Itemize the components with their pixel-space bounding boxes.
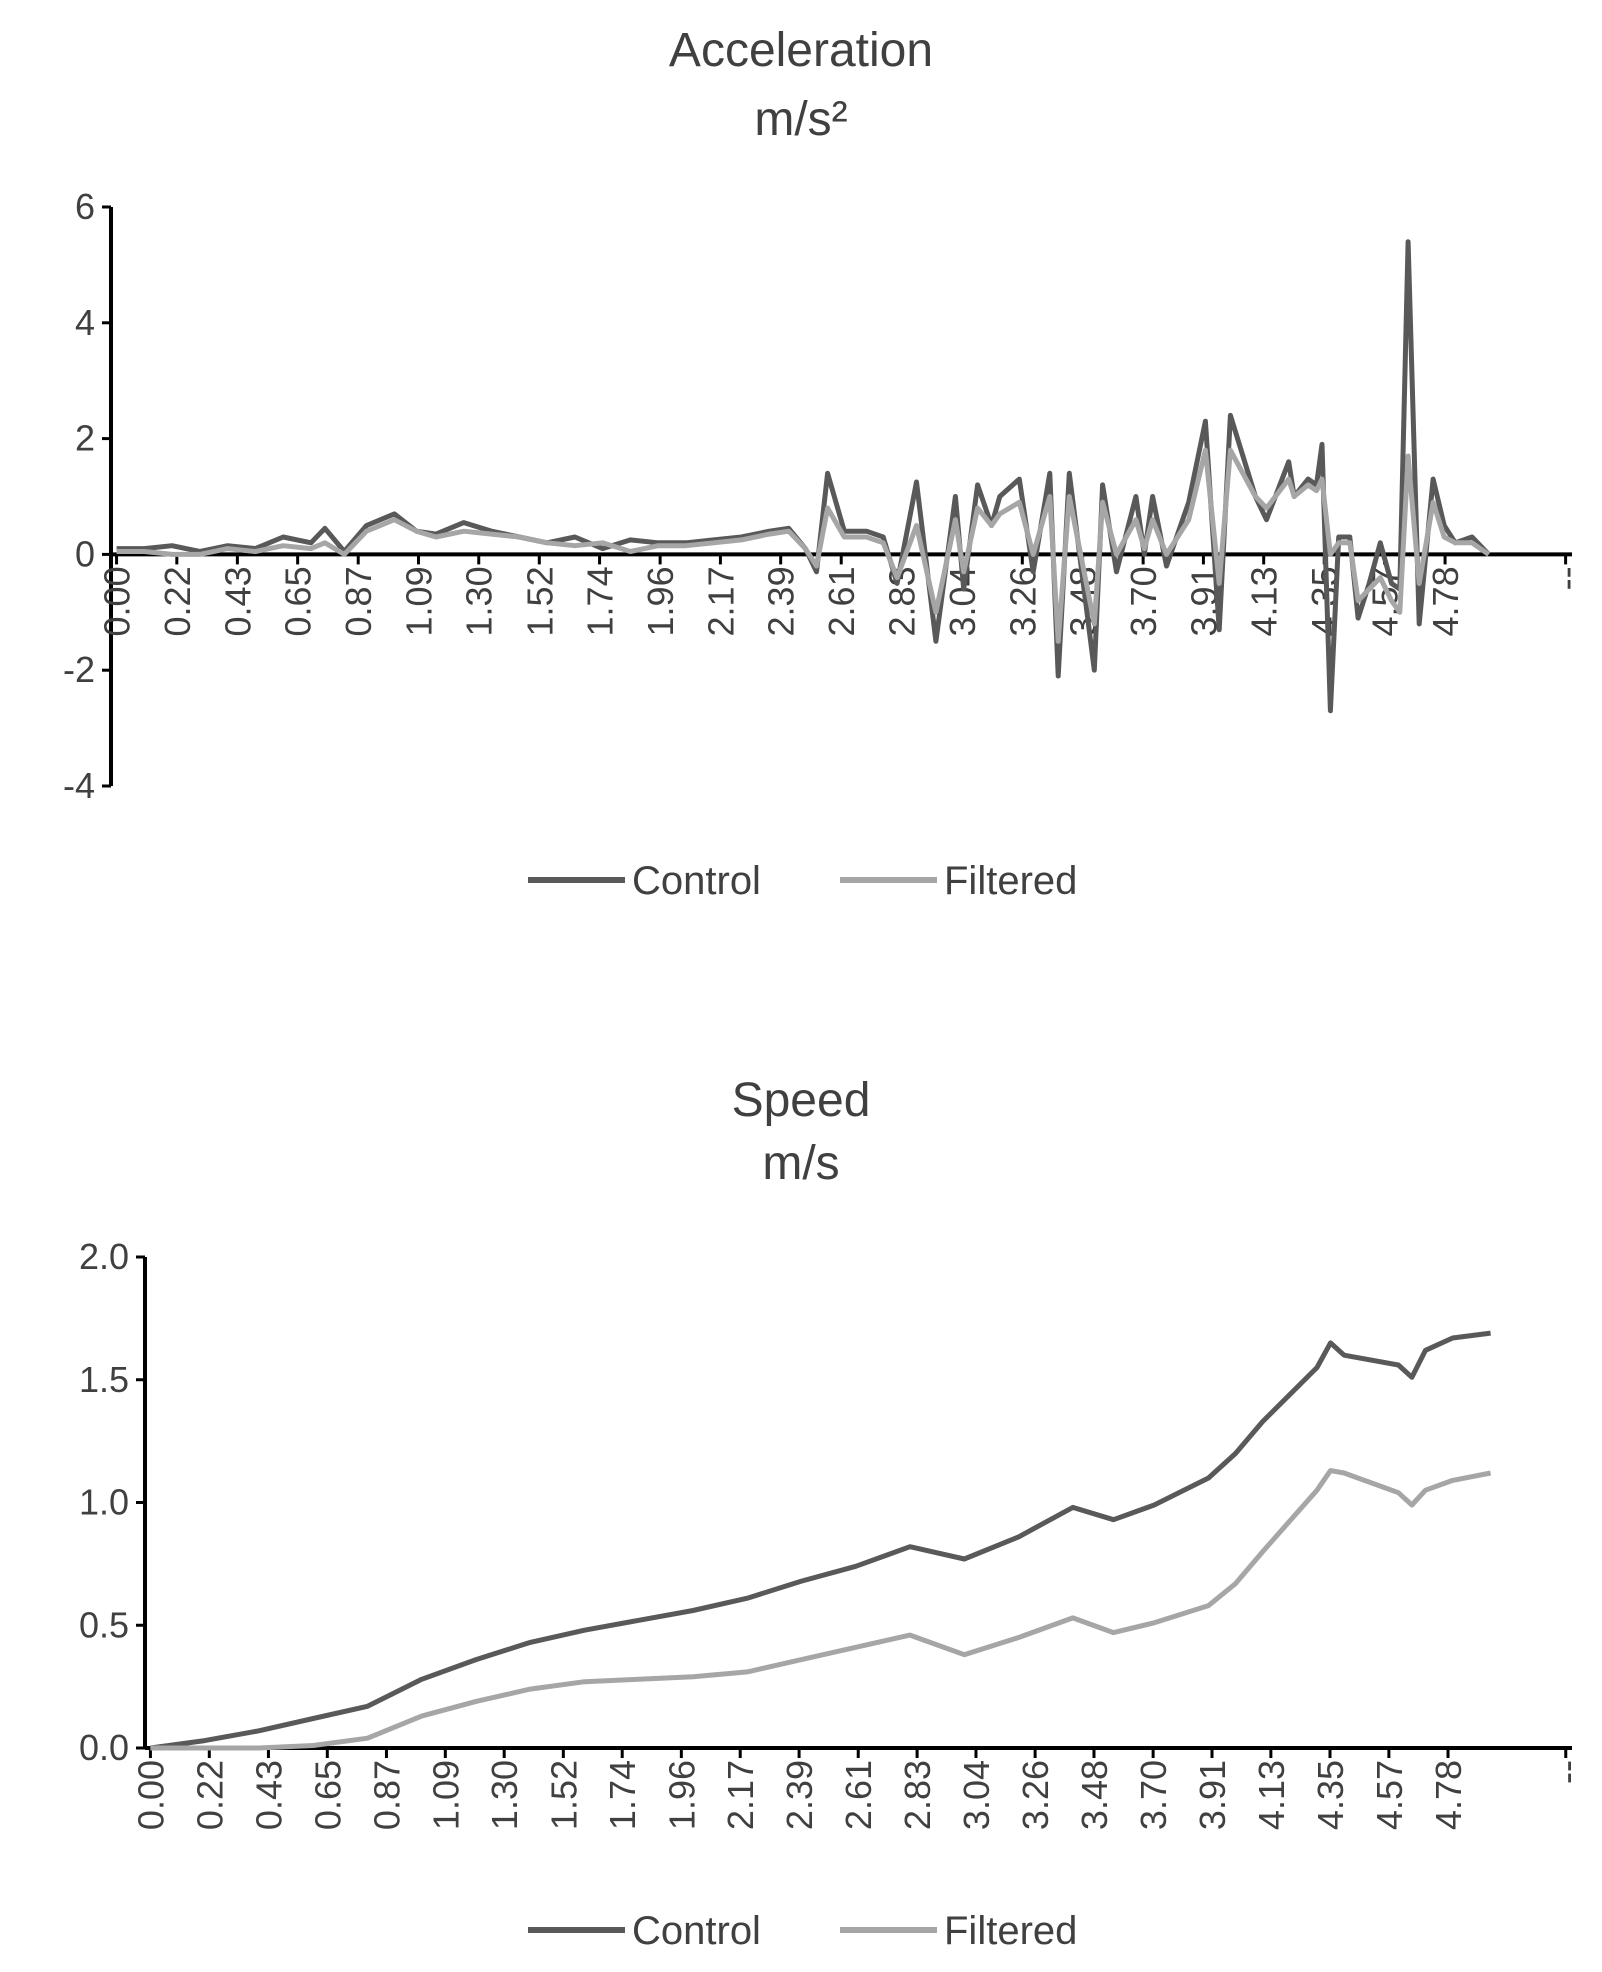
y-tick-label: 2	[75, 418, 95, 459]
y-tick-label: 0.5	[79, 1604, 129, 1645]
x-tick-label: 2.83	[897, 1760, 938, 1830]
x-tick-label: 1.52	[519, 566, 560, 636]
x-tick-label: 3.91	[1192, 1760, 1233, 1830]
series-line	[116, 239, 1491, 714]
x-tick-label: 2.39	[779, 1760, 820, 1830]
legend-label: Filtered	[944, 1909, 1077, 1953]
x-tick-label: 3.70	[1123, 566, 1164, 636]
x-tick-label: 4.78	[1428, 1760, 1469, 1830]
y-tick-label: 0	[75, 533, 95, 574]
series-line	[116, 447, 1491, 644]
y-tick-label: 1.0	[79, 1482, 129, 1523]
x-tick-label: 0.87	[338, 566, 379, 636]
x-tick-label: 3.70	[1133, 1760, 1174, 1830]
y-tick-label: 6	[75, 186, 95, 227]
x-tick-label: 0.00	[97, 566, 138, 636]
x-tick-label: 4.35	[1310, 1760, 1351, 1830]
y-tick-label: 4	[75, 302, 95, 343]
x-tick-label: 4.13	[1251, 1760, 1292, 1830]
x-tick-label: 0.00	[130, 1760, 171, 1830]
y-tick-label: -2	[63, 649, 95, 690]
legend-label: Control	[632, 859, 761, 903]
x-tick-label: 4.57	[1369, 1760, 1410, 1830]
x-tick-label: 1.96	[640, 566, 681, 636]
chart-subtitle: m/s	[762, 1137, 839, 1190]
x-tick-label: 0.87	[366, 1760, 407, 1830]
x-tick-label: 1.96	[661, 1760, 702, 1830]
x-tick-label: 1.09	[425, 1760, 466, 1830]
x-tick-label: 2.17	[700, 566, 741, 636]
x-tick-label: 1.09	[398, 566, 439, 636]
x-tick-label: 2.61	[821, 566, 862, 636]
x-tick-label: 0.65	[307, 1760, 348, 1830]
x-tick-label: 0.22	[157, 566, 198, 636]
x-tick-label: 3.26	[1002, 566, 1043, 636]
x-tick-label: 1.30	[459, 566, 500, 636]
x-tick-label: 3.48	[1074, 1760, 1115, 1830]
series-line	[150, 1468, 1492, 1751]
x-tick-label: 2.39	[761, 566, 802, 636]
y-tick-label: 1.5	[79, 1359, 129, 1400]
x-tick-label: 4.13	[1244, 566, 1285, 636]
y-tick-label: -4	[63, 765, 95, 806]
series-line	[150, 1330, 1491, 1751]
x-tick-label: 2.17	[720, 1760, 761, 1830]
x-tick-label: 1.74	[580, 566, 621, 636]
x-tick-label: 0.43	[217, 566, 258, 636]
x-tick-label: 1.52	[543, 1760, 584, 1830]
x-tick-label: --	[1546, 1760, 1587, 1784]
x-tick-label: 1.30	[484, 1760, 525, 1830]
x-tick-label: --	[1546, 566, 1587, 590]
legend-label: Filtered	[944, 859, 1077, 903]
x-tick-label: 1.74	[602, 1760, 643, 1830]
y-tick-label: 0.0	[79, 1727, 129, 1768]
chart-title: Speed	[732, 1074, 871, 1127]
chart-subtitle: m/s²	[754, 93, 847, 146]
y-tick-label: 2.0	[79, 1236, 129, 1277]
x-tick-label: 3.04	[956, 1760, 997, 1830]
x-tick-label: 4.78	[1425, 566, 1466, 636]
x-tick-label: 2.83	[881, 566, 922, 636]
x-tick-label: 3.26	[1015, 1760, 1056, 1830]
x-tick-label: 2.61	[838, 1760, 879, 1830]
legend-label: Control	[632, 1909, 761, 1953]
chart-title: Acceleration	[669, 24, 933, 77]
x-tick-label: 0.65	[278, 566, 319, 636]
x-tick-label: 0.22	[189, 1760, 230, 1830]
x-tick-label: 0.43	[248, 1760, 289, 1830]
